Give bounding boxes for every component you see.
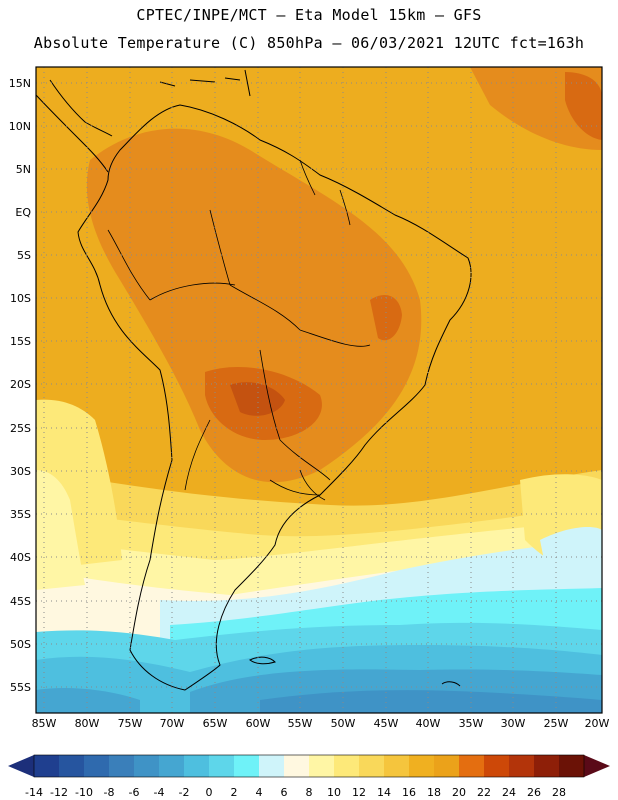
lon-label: 80W: [75, 717, 100, 730]
colorbar-under-arrow: [8, 755, 34, 777]
colorbar-swatch: [59, 755, 85, 777]
colorbar-tick-label: 12: [352, 786, 366, 799]
colorbar-swatch: [359, 755, 385, 777]
colorbar-tick-label: 8: [306, 786, 313, 799]
colorbar-swatch: [109, 755, 135, 777]
colorbar-swatch: [284, 755, 310, 777]
lat-label: 5N: [16, 163, 31, 176]
field-pacific-pale2: [36, 470, 85, 590]
lat-axis: 15N 10N 5N EQ 5S 10S 15S 20S 25S 30S 35S…: [9, 77, 32, 694]
colorbar-tick-label: -4: [154, 786, 165, 799]
colorbar-tick-label: 2: [231, 786, 238, 799]
colorbar-swatch: [509, 755, 535, 777]
colorbar-tick-label: 16: [402, 786, 416, 799]
field-band-m4: [260, 690, 602, 713]
colorbar-tick-label: -14: [25, 786, 43, 799]
lat-label: 20S: [10, 378, 31, 391]
field-core-22c: [565, 72, 602, 140]
colorbar-swatch: [484, 755, 510, 777]
colorbar-swatch: [159, 755, 185, 777]
colorbar-swatch: [534, 755, 560, 777]
lat-label: 50S: [10, 638, 31, 651]
colorbar-tick-label: -8: [104, 786, 115, 799]
lat-label: 30S: [10, 465, 31, 478]
colorbar-swatch: [184, 755, 210, 777]
colorbar-swatch: [209, 755, 235, 777]
lon-axis: 85W 80W 75W 70W 65W 60W 55W 50W 45W 40W …: [32, 717, 610, 730]
colorbar-tick-label: -6: [129, 786, 140, 799]
lat-label: EQ: [15, 206, 31, 219]
colorbar-tick-label: 10: [327, 786, 341, 799]
colorbar-swatch: [259, 755, 285, 777]
lon-label: 50W: [331, 717, 356, 730]
lat-label: 5S: [17, 249, 31, 262]
lat-label: 15N: [9, 77, 31, 90]
colorbar-tick-label: -10: [75, 786, 93, 799]
field-band-m6: [36, 688, 140, 713]
colorbar-tick-label: 4: [256, 786, 263, 799]
title-line-2: Absolute Temperature (C) 850hPa – 06/03/…: [33, 34, 585, 52]
colorbar-tick-label: -12: [50, 786, 68, 799]
lon-label: 35W: [459, 717, 484, 730]
colorbar-swatch: [84, 755, 110, 777]
lon-label: 20W: [585, 717, 610, 730]
colorbar-swatch: [134, 755, 160, 777]
colorbar-tick-label: -2: [179, 786, 190, 799]
colorbar-swatch: [309, 755, 335, 777]
field-core-20: [86, 128, 422, 483]
lat-label: 10N: [9, 120, 31, 133]
central-america-coast: [36, 94, 109, 173]
colorbar-outline: [33, 754, 585, 778]
lon-label: 75W: [118, 717, 143, 730]
colorbar-tick-label: 0: [206, 786, 213, 799]
colorbar-swatch: [434, 755, 460, 777]
lat-label: 45S: [10, 595, 31, 608]
colorbar-swatch: [459, 755, 485, 777]
lat-label: 10S: [10, 292, 31, 305]
colorbar-tick-label: 26: [527, 786, 541, 799]
falklands: [249, 656, 276, 665]
colorbar-tick-label: 18: [427, 786, 441, 799]
colorbar: -14 -12 -10 -8 -6 -4 -2 0 2 4 6 8 10 12 14 16 18 20 22 24 26…: [8, 754, 610, 799]
lon-label: 45W: [374, 717, 399, 730]
lon-label: 85W: [32, 717, 57, 730]
colorbar-tick-label: 6: [281, 786, 288, 799]
colorbar-swatch: [384, 755, 410, 777]
map-frame: [35, 66, 603, 714]
caribbean-islands: [159, 69, 251, 97]
borders: [107, 159, 371, 501]
colorbar-swatch: [34, 755, 60, 777]
field-atlantic-cyan: [540, 527, 602, 585]
lat-label: 55S: [10, 681, 31, 694]
lon-label: 70W: [160, 717, 185, 730]
lon-label: 30W: [501, 717, 526, 730]
lon-label: 60W: [246, 717, 271, 730]
lat-label: 25S: [10, 422, 31, 435]
lon-label: 25W: [544, 717, 569, 730]
colorbar-tick-label: 24: [502, 786, 516, 799]
colorbar-tick-label: 28: [552, 786, 566, 799]
colorbar-swatch: [234, 755, 260, 777]
lon-label: 40W: [416, 717, 441, 730]
title-line-1: CPTEC/INPE/MCT – Eta Model 15km – GFS: [136, 6, 482, 24]
colorbar-tick-label: 14: [377, 786, 391, 799]
lon-label: 55W: [288, 717, 313, 730]
lat-label: 35S: [10, 508, 31, 521]
colorbar-swatch: [334, 755, 360, 777]
colorbar-swatch: [409, 755, 435, 777]
lat-label: 40S: [10, 551, 31, 564]
temperature-field: [36, 67, 602, 713]
colorbar-swatch: [559, 755, 585, 777]
colorbar-tick-label: 20: [452, 786, 466, 799]
south-georgia: [441, 681, 461, 687]
lat-label: 15S: [10, 335, 31, 348]
central-america-coast-2: [49, 79, 113, 137]
lon-label: 65W: [203, 717, 228, 730]
colorbar-tick-label: 22: [477, 786, 491, 799]
colorbar-over-arrow: [584, 755, 610, 777]
